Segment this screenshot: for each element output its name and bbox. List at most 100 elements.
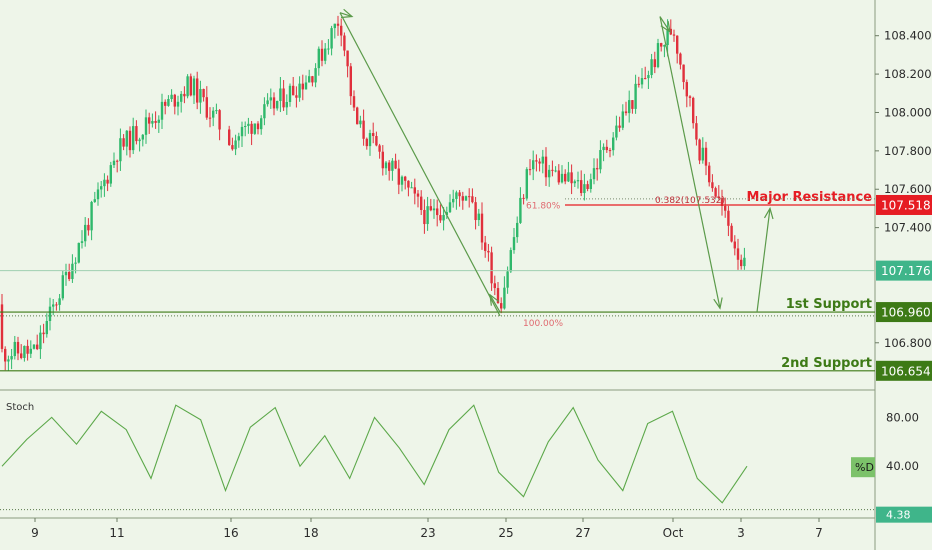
- candle-body: [663, 45, 666, 47]
- candle-body: [112, 160, 116, 166]
- price-tick-label: 108.400: [884, 29, 932, 43]
- candle-body: [269, 97, 272, 101]
- price-tick-label: 107.400: [884, 221, 932, 235]
- candle-body: [532, 160, 535, 170]
- major-resistance-price-tag: [876, 194, 932, 215]
- candle-body: [42, 332, 45, 335]
- candle-body: [439, 215, 442, 221]
- candle-body: [202, 88, 205, 98]
- candle-body: [231, 145, 234, 150]
- candle-body: [676, 35, 679, 54]
- candle-body: [480, 213, 484, 243]
- up-arrow-head: [763, 206, 774, 220]
- candle-body: [730, 225, 733, 242]
- candle-body: [631, 100, 634, 109]
- candle-body: [336, 23, 340, 26]
- candle-body: [468, 196, 471, 198]
- candle-body: [621, 111, 624, 128]
- candle-body: [592, 168, 596, 180]
- candle-body: [423, 209, 426, 225]
- candle-body: [493, 283, 496, 289]
- stoch-last-tag: [876, 506, 932, 523]
- candle-body: [656, 43, 660, 68]
- candle-body: [410, 187, 413, 189]
- candle-body: [554, 170, 557, 172]
- candle-body: [106, 179, 109, 184]
- candle-body: [442, 214, 445, 221]
- candle-body: [560, 173, 564, 183]
- candle-body: [692, 97, 695, 124]
- candle-body: [180, 93, 183, 102]
- candle-body: [413, 187, 416, 194]
- stoch-last-value: 4.38: [886, 509, 911, 522]
- major-resistance-price-text: 107.518: [881, 198, 931, 212]
- candle-body: [378, 145, 381, 152]
- candle-body: [496, 288, 500, 304]
- candle-body: [304, 82, 308, 90]
- candle-body: [10, 356, 13, 360]
- candle-body: [256, 123, 260, 130]
- candle-body: [612, 137, 615, 151]
- candle-body: [298, 83, 301, 98]
- candle-body: [535, 160, 538, 162]
- first-support-label: 1st Support: [786, 297, 872, 312]
- candle-body: [522, 197, 525, 199]
- candle-body: [52, 304, 55, 307]
- candle-body: [628, 100, 631, 114]
- candle-body: [445, 212, 448, 215]
- candle-body: [4, 348, 7, 362]
- candle-body: [426, 206, 429, 225]
- candle-body: [669, 28, 672, 35]
- candle-body: [186, 76, 189, 97]
- candle-body: [557, 170, 560, 183]
- major-resistance-label: Major Resistance: [746, 190, 872, 205]
- candle-body: [672, 34, 676, 36]
- candle-body: [525, 169, 528, 199]
- candle-body: [580, 180, 583, 194]
- candle-body: [384, 162, 388, 169]
- candle-body: [564, 173, 567, 182]
- bottom-arrow-head: [489, 293, 500, 306]
- annotations-layer: 61.80% 100.00% 0.382(107.532): [339, 8, 774, 329]
- price-tick-label: 106.800: [884, 336, 932, 350]
- candle-body: [602, 146, 605, 151]
- candle-body: [528, 169, 532, 171]
- candle-body: [317, 48, 320, 69]
- candle-body: [349, 66, 352, 97]
- candle-body: [119, 138, 122, 162]
- candle-body: [77, 242, 80, 263]
- candle-body: [253, 123, 256, 134]
- candle-body: [647, 75, 650, 79]
- candle-body: [391, 160, 394, 171]
- candle-body: [276, 100, 279, 109]
- price-tick-label: 108.200: [884, 67, 932, 81]
- candle-body: [429, 206, 432, 211]
- candle-body: [519, 197, 522, 223]
- candle-body: [333, 23, 336, 29]
- candle-body: [416, 193, 420, 197]
- candle-body: [292, 85, 295, 96]
- candle-body: [368, 133, 372, 147]
- first-support-price-text: 106.960: [881, 306, 931, 320]
- candle-body: [84, 224, 87, 242]
- candle-body: [157, 119, 160, 123]
- candle-body: [29, 348, 32, 354]
- candle-body: [698, 139, 701, 161]
- candle-body: [695, 123, 698, 140]
- candle-body: [96, 189, 100, 200]
- time-tick-label: 18: [303, 526, 318, 540]
- stoch-line: [1, 404, 748, 504]
- candle-body: [173, 94, 176, 107]
- candle-body: [208, 117, 212, 119]
- candle-body: [103, 179, 106, 187]
- candle-body: [375, 136, 378, 146]
- candle-body: [538, 161, 541, 164]
- candle-body: [506, 271, 509, 288]
- candle-body: [343, 35, 346, 51]
- candle-body: [740, 259, 743, 267]
- candle-body: [394, 160, 397, 169]
- candle-body: [167, 99, 170, 106]
- candle-body: [68, 271, 71, 280]
- candle-body: [26, 345, 29, 354]
